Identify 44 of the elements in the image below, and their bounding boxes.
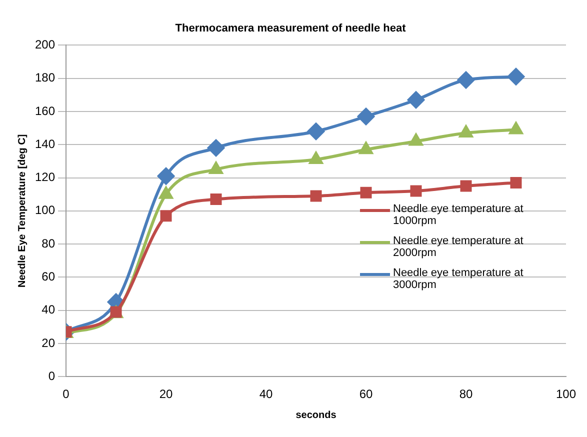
point: [409, 134, 423, 146]
y-tick-label: 160: [34, 104, 56, 118]
x-tick-label: 0: [62, 387, 70, 402]
point: [209, 162, 223, 174]
x-tick-label: 80: [459, 387, 473, 402]
y-tick-label: 200: [34, 38, 56, 52]
point: [507, 68, 524, 86]
legend-label: Needle eye temperature at 2000rpm: [393, 235, 524, 259]
x-tick-label: 100: [556, 387, 576, 402]
y-tick-label: 40: [42, 302, 56, 317]
y-tick-label: 60: [42, 269, 56, 284]
point: [509, 122, 523, 134]
x-axis-title: seconds: [296, 410, 337, 421]
point: [408, 91, 424, 108]
point: [310, 190, 322, 202]
y-tick-label: 20: [42, 336, 56, 350]
point: [308, 122, 325, 140]
x-tick-label: 60: [359, 387, 373, 402]
y-tick-label: 180: [34, 70, 56, 85]
y-axis-title: Needle Eye Temperature [deg C]: [16, 134, 28, 288]
point: [208, 139, 225, 156]
point: [160, 210, 172, 222]
point: [457, 71, 474, 88]
point: [360, 186, 372, 198]
y-tick-label: 100: [34, 203, 56, 218]
point: [159, 186, 173, 199]
point: [359, 142, 373, 154]
x-tick-label: 20: [159, 387, 174, 402]
point: [358, 108, 374, 125]
point: [410, 185, 422, 197]
x-tick-label: 40: [259, 387, 274, 402]
point: [510, 176, 522, 188]
chart-title: Thermocamera measurement of needle heat: [175, 22, 406, 35]
point: [309, 152, 323, 164]
point: [459, 126, 473, 138]
point: [210, 194, 222, 206]
y-tick-label: 120: [34, 170, 56, 184]
legend-label: Needle eye temperature at 3000rpm: [393, 267, 524, 291]
y-tick-label: 80: [42, 236, 56, 250]
y-tick-label: 140: [34, 136, 56, 151]
point: [460, 180, 472, 192]
point: [158, 168, 175, 185]
y-tick-label: 0: [48, 368, 56, 383]
legend-label: Needle eye temperature at 1000rpm: [393, 203, 524, 227]
